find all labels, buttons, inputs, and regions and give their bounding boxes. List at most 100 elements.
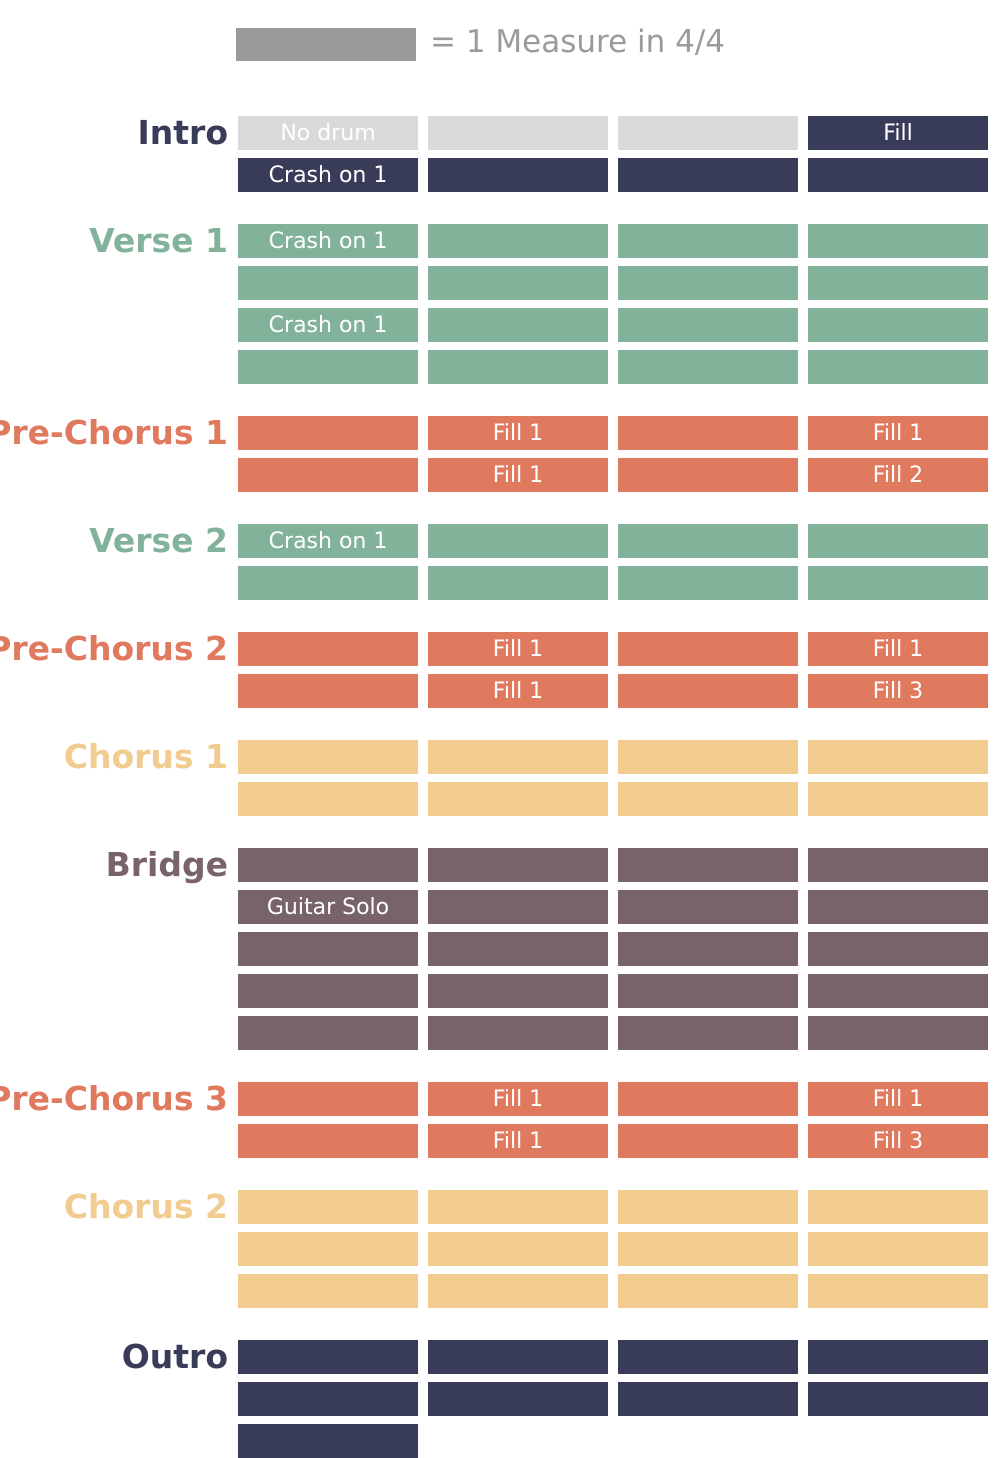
measure-bar-bridge-r3-m4 (808, 932, 988, 966)
measure-bar-pre-chorus-2-r2-m4: Fill 3 (808, 674, 988, 708)
measure-bar-verse-1-r2-m2 (428, 266, 608, 300)
measure-bar-outro-r1-m1 (238, 1340, 418, 1374)
measure-bar-verse-2-r1-m2 (428, 524, 608, 558)
measure-bar-chorus-2-r3-m3 (618, 1274, 798, 1308)
measure-note: Crash on 1 (268, 162, 388, 188)
measure-bar-pre-chorus-1-r2-m2: Fill 1 (428, 458, 608, 492)
measure-bar-pre-chorus-1-r1-m4: Fill 1 (808, 416, 988, 450)
measure-bar-pre-chorus-2-r1-m2: Fill 1 (428, 632, 608, 666)
measure-bar-verse-1-r2-m4 (808, 266, 988, 300)
measure-bar-pre-chorus-1-r2-m1 (238, 458, 418, 492)
measure-bar-verse-2-r1-m4 (808, 524, 988, 558)
measure-bar-pre-chorus-3-r1-m4: Fill 1 (808, 1082, 988, 1116)
measure-bar-pre-chorus-1-r1-m2: Fill 1 (428, 416, 608, 450)
measure-bar-pre-chorus-1-r1-m1 (238, 416, 418, 450)
measure-bar-outro-r1-m4 (808, 1340, 988, 1374)
measure-bar-verse-1-r3-m1: Crash on 1 (238, 308, 418, 342)
section-label-bridge: Bridge (105, 845, 228, 884)
measure-bar-bridge-r2-m3 (618, 890, 798, 924)
measure-bar-bridge-r3-m1 (238, 932, 418, 966)
measure-bar-chorus-2-r3-m1 (238, 1274, 418, 1308)
measure-bar-outro-r2-m2 (428, 1382, 608, 1416)
measure-bar-outro-r2-m3 (618, 1382, 798, 1416)
measure-bar-chorus-1-r1-m4 (808, 740, 988, 774)
measure-bar-pre-chorus-1-r2-m4: Fill 2 (808, 458, 988, 492)
measure-bar-bridge-r1-m4 (808, 848, 988, 882)
measure-bar-verse-1-r4-m1 (238, 350, 418, 384)
measure-bar-intro-r1-m4: Fill (808, 116, 988, 150)
measure-bar-bridge-r5-m2 (428, 1016, 608, 1050)
measure-note: Fill 1 (492, 462, 544, 488)
measure-bar-chorus-1-r2-m2 (428, 782, 608, 816)
measure-bar-intro-r2-m2 (428, 158, 608, 192)
measure-bar-pre-chorus-2-r2-m3 (618, 674, 798, 708)
measure-bar-pre-chorus-2-r2-m1 (238, 674, 418, 708)
section-label-chorus-1: Chorus 1 (63, 737, 228, 776)
measure-note: Fill 1 (492, 1086, 544, 1112)
measure-note: Fill 1 (872, 636, 924, 662)
measure-note: Fill 1 (492, 420, 544, 446)
measure-bar-pre-chorus-2-r1-m1 (238, 632, 418, 666)
measure-bar-intro-r1-m2 (428, 116, 608, 150)
measure-bar-bridge-r1-m3 (618, 848, 798, 882)
measure-bar-verse-1-r4-m2 (428, 350, 608, 384)
measure-bar-bridge-r1-m1 (238, 848, 418, 882)
measure-bar-pre-chorus-3-r1-m3 (618, 1082, 798, 1116)
measure-bar-chorus-1-r2-m3 (618, 782, 798, 816)
measure-bar-outro-r1-m2 (428, 1340, 608, 1374)
measure-note: Fill 3 (872, 1128, 924, 1154)
measure-bar-verse-2-r2-m1 (238, 566, 418, 600)
measure-bar-verse-1-r4-m4 (808, 350, 988, 384)
measure-bar-bridge-r2-m4 (808, 890, 988, 924)
section-label-pre-chorus-3: Pre-Chorus 3 (0, 1079, 228, 1118)
measure-bar-pre-chorus-1-r2-m3 (618, 458, 798, 492)
measure-bar-bridge-r2-m2 (428, 890, 608, 924)
measure-bar-outro-r2-m1 (238, 1382, 418, 1416)
measure-bar-bridge-r5-m4 (808, 1016, 988, 1050)
measure-bar-intro-r2-m3 (618, 158, 798, 192)
measure-bar-pre-chorus-2-r1-m3 (618, 632, 798, 666)
measure-bar-verse-2-r2-m2 (428, 566, 608, 600)
measure-bar-chorus-1-r2-m1 (238, 782, 418, 816)
measure-bar-pre-chorus-1-r1-m3 (618, 416, 798, 450)
section-label-pre-chorus-1: Pre-Chorus 1 (0, 413, 228, 452)
measure-note: Crash on 1 (268, 228, 388, 254)
section-label-intro: Intro (137, 113, 229, 152)
measure-note: Fill 1 (872, 420, 924, 446)
measure-bar-pre-chorus-3-r2-m1 (238, 1124, 418, 1158)
section-label-outro: Outro (121, 1337, 228, 1376)
measure-bar-chorus-2-r2-m2 (428, 1232, 608, 1266)
measure-bar-intro-r2-m1: Crash on 1 (238, 158, 418, 192)
section-label-verse-2: Verse 2 (89, 521, 228, 560)
measure-bar-verse-1-r1-m2 (428, 224, 608, 258)
measure-bar-verse-1-r1-m3 (618, 224, 798, 258)
measure-bar-chorus-2-r1-m2 (428, 1190, 608, 1224)
measure-bar-bridge-r1-m2 (428, 848, 608, 882)
measure-bar-pre-chorus-2-r1-m4: Fill 1 (808, 632, 988, 666)
measure-bar-verse-1-r1-m1: Crash on 1 (238, 224, 418, 258)
measure-bar-verse-2-r2-m4 (808, 566, 988, 600)
measure-bar-verse-1-r4-m3 (618, 350, 798, 384)
measure-note: Fill 1 (492, 636, 544, 662)
measure-note: Crash on 1 (268, 312, 388, 338)
measure-bar-bridge-r3-m2 (428, 932, 608, 966)
measure-note: Crash on 1 (268, 528, 388, 554)
measure-bar-verse-2-r1-m3 (618, 524, 798, 558)
measure-bar-chorus-1-r1-m1 (238, 740, 418, 774)
measure-bar-intro-r1-m3 (618, 116, 798, 150)
measure-bar-verse-1-r2-m1 (238, 266, 418, 300)
legend-text: = 1 Measure in 4/4 (430, 24, 726, 60)
measure-note: Fill 3 (872, 678, 924, 704)
measure-bar-intro-r1-m1: No drum (238, 116, 418, 150)
measure-bar-bridge-r4-m3 (618, 974, 798, 1008)
measure-bar-intro-r2-m4 (808, 158, 988, 192)
measure-note: Fill 2 (872, 462, 924, 488)
section-label-chorus-2: Chorus 2 (63, 1187, 228, 1226)
measure-bar-chorus-2-r2-m1 (238, 1232, 418, 1266)
measure-bar-outro-r3-m1 (238, 1424, 418, 1458)
section-label-verse-1: Verse 1 (89, 221, 228, 260)
measure-bar-chorus-2-r1-m4 (808, 1190, 988, 1224)
measure-bar-bridge-r4-m4 (808, 974, 988, 1008)
measure-bar-chorus-1-r1-m3 (618, 740, 798, 774)
measure-bar-chorus-2-r2-m4 (808, 1232, 988, 1266)
